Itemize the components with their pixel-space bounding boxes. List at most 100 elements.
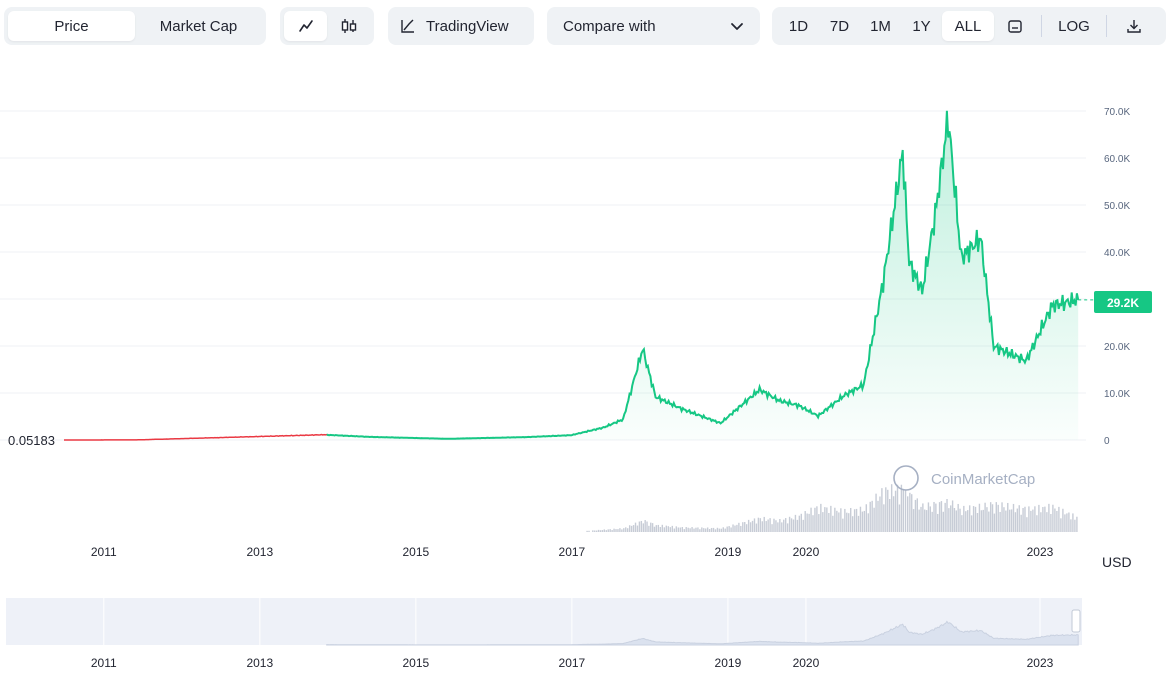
- volume-bar: [740, 525, 742, 532]
- volume-bar: [989, 502, 992, 532]
- volume-bar: [1024, 506, 1026, 532]
- range-all[interactable]: ALL: [942, 11, 994, 41]
- range-navigator[interactable]: [6, 598, 1082, 646]
- volume-bar: [718, 528, 721, 532]
- volume-bar: [586, 530, 588, 532]
- volume-bar: [1014, 512, 1017, 532]
- volume-bar: [687, 527, 689, 532]
- volume-bar: [683, 529, 685, 532]
- volume-bar: [984, 502, 986, 532]
- volume-bar: [1020, 514, 1022, 532]
- volume-bar: [900, 484, 903, 532]
- volume-bar: [630, 525, 633, 532]
- volume-bar: [982, 509, 984, 532]
- tradingview-button[interactable]: TradingView: [388, 7, 534, 45]
- log-scale-button[interactable]: LOG: [1058, 17, 1090, 35]
- current-price-badge: 29.2K: [1094, 291, 1152, 313]
- volume-bar: [844, 508, 846, 532]
- volume-bar: [955, 510, 958, 532]
- range-7d[interactable]: 7D: [829, 17, 850, 35]
- range-1m[interactable]: 1M: [870, 17, 891, 35]
- volume-bar: [611, 530, 613, 532]
- volume-bar: [892, 496, 895, 532]
- volume-bar: [978, 503, 981, 532]
- volume-bar: [881, 488, 883, 532]
- volume-bar: [883, 504, 885, 532]
- candlestick-button[interactable]: [327, 11, 370, 41]
- volume-bar: [699, 529, 701, 532]
- volume-bar: [806, 513, 808, 532]
- volume-bar: [838, 512, 840, 532]
- range-1d[interactable]: 1D: [788, 17, 809, 35]
- price-area: [64, 110, 1094, 441]
- volume-bar: [850, 507, 852, 532]
- navigator-tick-label: 2019: [715, 656, 742, 670]
- volume-bar: [991, 504, 994, 532]
- volume-bar: [605, 530, 607, 532]
- toolbar-divider: [1106, 15, 1107, 37]
- current-price-badge-bg: [1094, 291, 1152, 313]
- download-button[interactable]: [1113, 11, 1154, 41]
- volume-bar: [1064, 514, 1066, 532]
- volume-bar: [869, 501, 871, 532]
- volume-bar: [669, 527, 672, 532]
- volume-bar: [625, 527, 627, 532]
- y-tick-label: 0: [1104, 436, 1110, 447]
- volume-bar: [644, 520, 646, 532]
- volume-bar: [621, 529, 623, 532]
- tradingview-icon: [401, 19, 414, 33]
- volume-bar: [710, 527, 713, 532]
- volume-bar: [757, 517, 760, 532]
- volume-bar: [865, 504, 868, 532]
- volume-bar: [812, 515, 814, 532]
- volume-bar: [1007, 502, 1009, 532]
- volume-bar: [732, 524, 734, 532]
- volume-bar: [1022, 508, 1024, 532]
- volume-bar: [986, 507, 988, 532]
- volume-bar: [628, 525, 631, 532]
- volume-bar: [828, 513, 830, 532]
- volume-bar: [836, 510, 838, 532]
- volume-bar: [894, 490, 897, 532]
- navigator-handle[interactable]: [1071, 609, 1081, 633]
- tab-price[interactable]: Price: [8, 11, 135, 41]
- volume-bar: [617, 529, 619, 532]
- volume-bar: [794, 514, 797, 532]
- volume-bar: [808, 513, 810, 532]
- x-tick-label: 2013: [246, 545, 273, 559]
- volume-bar: [1005, 510, 1007, 532]
- volume-bar: [613, 528, 615, 532]
- volume-bar: [950, 505, 952, 532]
- volume-bar: [650, 522, 652, 532]
- volume-bar: [840, 508, 842, 532]
- chart-style-switch: [280, 7, 374, 45]
- volume-bar: [747, 519, 750, 532]
- compare-dropdown[interactable]: Compare with: [547, 7, 760, 45]
- volume-bar: [1040, 512, 1042, 532]
- volume-bar: [671, 525, 674, 532]
- volume-bar: [691, 527, 693, 532]
- volume-bar: [796, 519, 799, 532]
- volume-bar: [773, 518, 775, 532]
- y-tick-label: 60.0K: [1104, 154, 1130, 165]
- volume-bar: [594, 530, 596, 532]
- volume-bar: [993, 513, 996, 532]
- calendar-button[interactable]: [994, 11, 1035, 41]
- volume-bar: [948, 508, 950, 532]
- volume-bar: [779, 519, 781, 532]
- volume-bar: [1058, 506, 1060, 532]
- x-tick-label: 2017: [559, 545, 586, 559]
- x-axis-labels: 2011 2013 2015 2017 2019 2020 2023: [91, 545, 1054, 559]
- navigator-axis-labels: 2011 2013 2015 2017 2019 2020 2023: [91, 656, 1054, 670]
- volume-bar: [775, 520, 777, 532]
- volume-bar: [601, 530, 604, 532]
- volume-bar: [935, 503, 937, 532]
- tab-market-cap[interactable]: Market Cap: [159, 17, 238, 35]
- volume-bar: [648, 525, 650, 532]
- watermark: CoinMarketCap: [893, 465, 1035, 491]
- line-chart-button[interactable]: [284, 11, 327, 41]
- range-1y[interactable]: 1Y: [912, 17, 931, 35]
- price-line-early: [64, 433, 330, 441]
- volume-bar: [937, 513, 939, 532]
- volume-bar: [607, 529, 609, 532]
